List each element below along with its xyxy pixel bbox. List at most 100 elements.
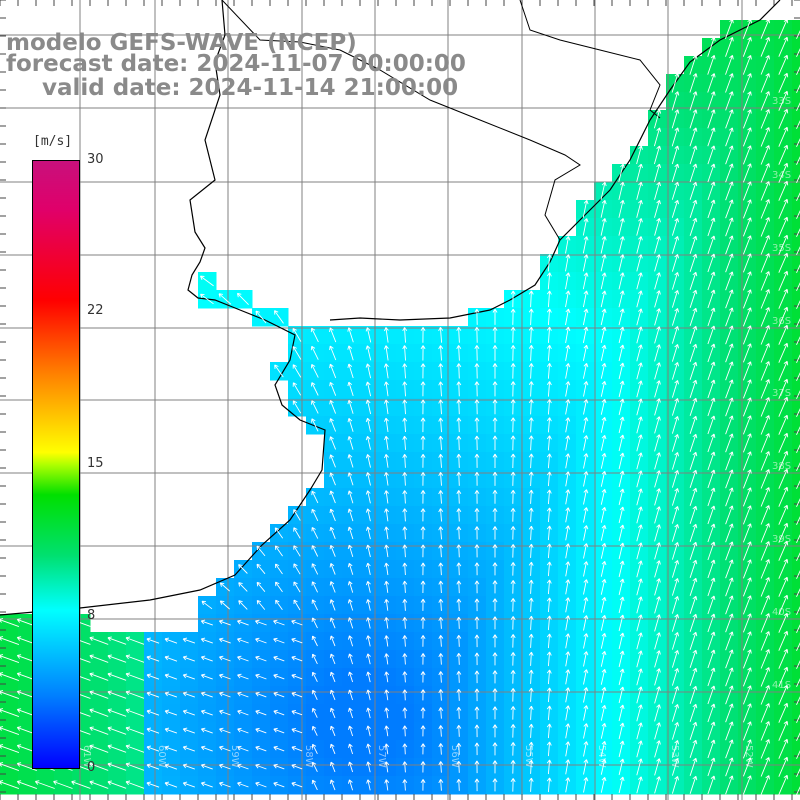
wind-arrow bbox=[255, 745, 267, 752]
wind-arrow bbox=[329, 581, 336, 593]
wind-arrow bbox=[742, 685, 752, 705]
wind-arrow bbox=[636, 686, 643, 704]
wind-arrow bbox=[420, 435, 426, 450]
wind-arrow bbox=[89, 636, 109, 645]
wind-arrow bbox=[402, 617, 408, 629]
wind-arrow bbox=[528, 489, 534, 504]
wind-arrow bbox=[725, 433, 734, 453]
wind-arrow bbox=[311, 743, 318, 755]
wind-arrow bbox=[778, 360, 789, 381]
wind-arrow bbox=[510, 742, 516, 756]
wind-arrow bbox=[384, 689, 390, 701]
wind-cell bbox=[792, 326, 800, 345]
wind-arrow bbox=[778, 558, 789, 579]
wind-arrow bbox=[689, 55, 698, 75]
wind-arrow bbox=[565, 705, 571, 721]
wind-arrow bbox=[778, 612, 789, 633]
wind-arrow bbox=[618, 218, 625, 236]
wind-arrow bbox=[492, 598, 498, 612]
wind-arrow bbox=[365, 490, 371, 504]
lon-label: 55W bbox=[523, 745, 534, 768]
wind-arrow bbox=[600, 524, 607, 541]
wind-arrow bbox=[164, 709, 178, 716]
wind-arrow bbox=[456, 417, 462, 433]
wind-arrow bbox=[707, 703, 716, 723]
wind-arrow bbox=[311, 779, 318, 791]
wind-arrow bbox=[689, 199, 698, 218]
wind-arrow bbox=[420, 345, 426, 361]
wind-arrow bbox=[671, 686, 680, 704]
wind-arrow bbox=[383, 417, 389, 432]
wind-arrow bbox=[760, 541, 770, 561]
wind-arrow bbox=[725, 613, 734, 633]
wind-arrow bbox=[725, 109, 734, 129]
wind-arrow bbox=[438, 707, 444, 719]
wind-arrow bbox=[600, 380, 607, 397]
wind-arrow bbox=[796, 30, 800, 39]
wind-arrow bbox=[275, 581, 283, 593]
wind-arrow bbox=[671, 488, 680, 506]
wind-arrow bbox=[565, 399, 571, 415]
wind-arrow bbox=[583, 669, 589, 685]
wind-arrow bbox=[760, 289, 770, 309]
wind-arrow bbox=[291, 655, 303, 662]
wind-arrow bbox=[582, 326, 589, 343]
wind-arrow bbox=[742, 721, 752, 741]
wind-arrow bbox=[510, 634, 516, 648]
wind-arrow bbox=[689, 631, 698, 650]
wind-arrow bbox=[778, 342, 789, 363]
wind-arrow bbox=[760, 613, 770, 633]
wind-arrow bbox=[546, 543, 552, 559]
wind-arrow bbox=[583, 615, 589, 631]
wind-arrow bbox=[219, 745, 231, 752]
wind-arrow bbox=[200, 637, 213, 644]
wind-arrow bbox=[420, 363, 426, 379]
wind-arrow bbox=[778, 522, 789, 543]
wind-arrow bbox=[760, 559, 770, 579]
wind-arrow bbox=[237, 709, 249, 716]
wind-arrow bbox=[311, 707, 318, 718]
wind-arrow bbox=[420, 327, 426, 343]
wind-arrow bbox=[329, 363, 337, 379]
wind-arrow bbox=[89, 744, 109, 753]
wind-cell bbox=[792, 146, 800, 165]
wind-arrow bbox=[329, 563, 336, 575]
wind-arrow bbox=[725, 307, 734, 327]
wind-arrow bbox=[618, 163, 625, 183]
wind-arrow bbox=[760, 487, 770, 507]
wind-arrow bbox=[796, 444, 800, 453]
wind-arrow bbox=[796, 516, 800, 525]
wind-arrow bbox=[291, 691, 303, 698]
wind-arrow bbox=[796, 390, 800, 399]
wind-arrow bbox=[618, 272, 625, 290]
latitude-labels: 33S 34S 35S 36S 37S 38S 39S 40S 41S bbox=[772, 96, 791, 691]
wind-arrow bbox=[365, 580, 371, 593]
wind-arrow bbox=[600, 776, 607, 793]
wind-arrow bbox=[510, 562, 516, 576]
wind-arrow bbox=[707, 361, 716, 381]
wind-arrow bbox=[107, 780, 127, 789]
wind-arrow bbox=[636, 236, 643, 254]
wind-arrow bbox=[438, 435, 444, 450]
wind-arrow bbox=[618, 344, 625, 362]
wind-arrow bbox=[725, 451, 734, 471]
wind-arrow bbox=[725, 685, 734, 705]
wind-arrow bbox=[438, 779, 444, 791]
wind-arrow bbox=[456, 327, 462, 343]
inland-border-north bbox=[519, 0, 661, 119]
wind-arrow bbox=[671, 776, 680, 794]
wind-arrow bbox=[654, 758, 661, 776]
wind-arrow bbox=[237, 781, 249, 788]
wind-arrow bbox=[796, 696, 800, 705]
wind-arrow bbox=[725, 541, 734, 561]
wind-arrow bbox=[689, 379, 698, 398]
wind-arrow bbox=[474, 706, 480, 720]
wind-arrow bbox=[164, 781, 178, 788]
wind-arrow bbox=[546, 507, 552, 523]
wind-arrow bbox=[474, 508, 480, 522]
wind-arrow bbox=[742, 415, 752, 435]
wind-arrow bbox=[384, 526, 389, 540]
wind-arrow bbox=[474, 308, 480, 325]
wind-arrow bbox=[565, 236, 571, 254]
wind-cell bbox=[792, 614, 800, 633]
